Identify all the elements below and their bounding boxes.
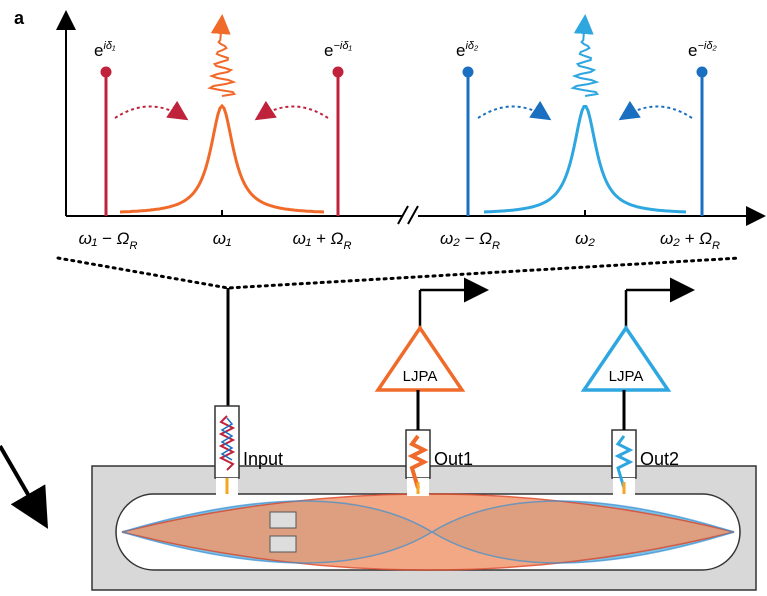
spectrum-panel: a eiδ₁ e−iδ₁ eiδ₂ e−iδ₂ ω₁ − ΩR ω₁ ω₁ + … [14,8,762,252]
phase-labels: eiδ₁ e−iδ₁ eiδ₂ e−iδ₂ [94,40,717,60]
port-label: Input [243,449,283,469]
resonance [120,106,324,212]
emission [210,18,234,96]
phase-label: eiδ₂ [456,40,479,60]
port-label: Out1 [434,449,473,469]
axis-labels: ω₁ − ΩR ω₁ ω₁ + ΩR ω₂ − ΩR ω₂ ω₂ + ΩR [79,229,720,252]
pointer-arrow [0,446,44,522]
phase-label: eiδ₁ [94,40,116,60]
amp-label: LJPA [403,368,438,385]
phase-label: e−iδ₂ [688,40,717,60]
resonance [484,107,686,213]
port-label: Out2 [640,449,679,469]
axis-label: ω₂ − ΩR [440,229,500,252]
emission [573,18,597,96]
panel-label: a [14,8,25,28]
amp-label: LJPA [609,368,644,385]
zoom-lines [58,258,740,288]
axis-label: ω₁ [213,229,232,248]
junction [270,512,296,528]
axis-label: ω₂ + ΩR [660,229,720,252]
transfer-arrows [115,107,692,119]
circuit: LJPA LJPA Input Out1 Out2 [0,258,756,590]
amplifier: LJPA [584,290,690,430]
junction [270,536,296,552]
axis-label: ω₁ + ΩR [293,229,352,252]
figure: a eiδ₁ e−iδ₁ eiδ₂ e−iδ₂ ω₁ − ΩR ω₁ ω₁ + … [0,0,767,591]
axis-label: ω₁ − ΩR [79,229,138,252]
amplifier: LJPA [378,290,484,430]
axis-label: ω₂ [575,229,595,248]
phase-label: e−iδ₁ [324,40,352,60]
